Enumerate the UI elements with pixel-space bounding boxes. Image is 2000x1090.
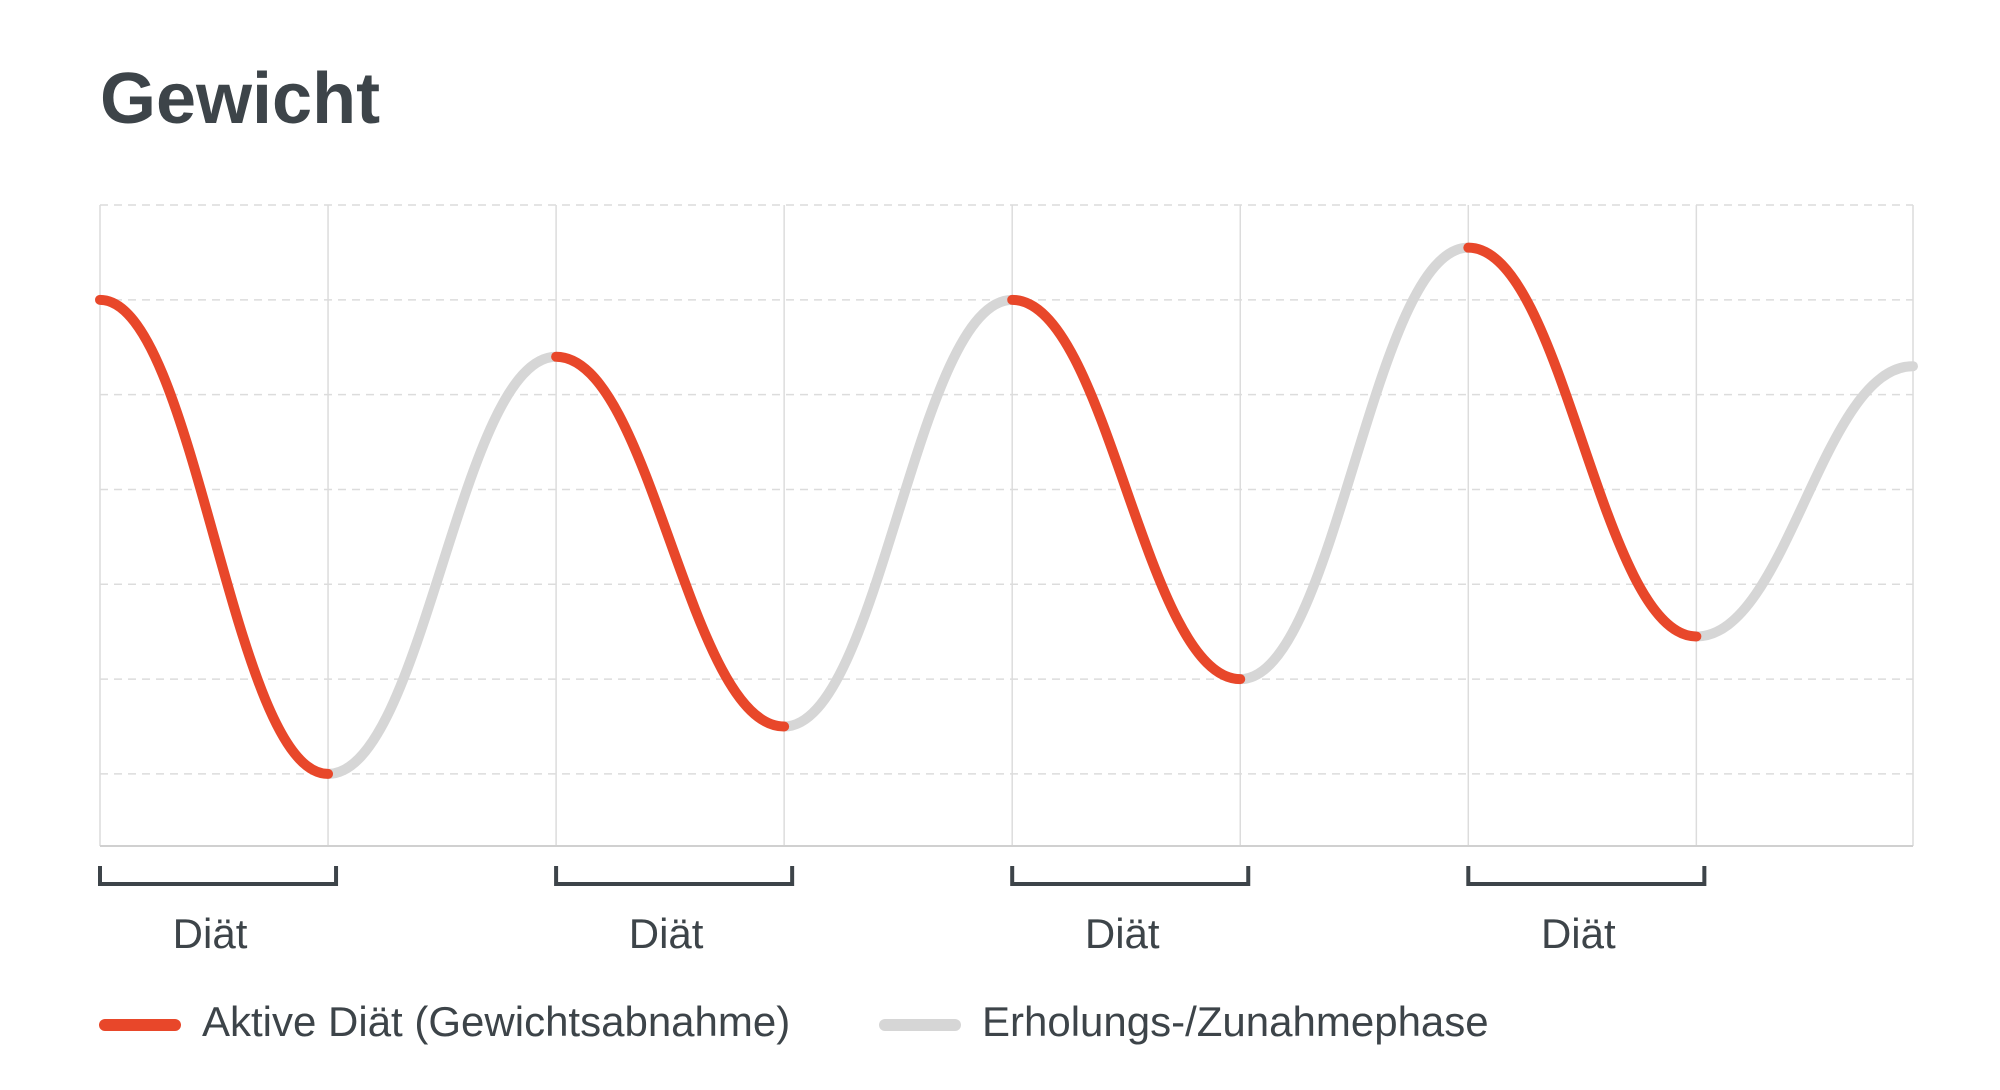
annotation-label: Diät (1541, 910, 1616, 957)
series-line (323, 242, 1918, 779)
annotation-label: Diät (1085, 910, 1160, 957)
bracket (1010, 866, 1251, 886)
chart-title: Gewicht (100, 59, 380, 139)
annotation-label: Diät (629, 910, 704, 957)
series-line (95, 242, 1702, 779)
bracket (1466, 866, 1707, 886)
bracket (554, 866, 795, 886)
annotation-label: Diät (173, 910, 248, 957)
legend-label: Aktive Diät (Gewichtsabnahme) (202, 998, 790, 1045)
bracket (98, 866, 339, 886)
legend-label: Erholungs-/Zunahmephase (982, 998, 1489, 1045)
